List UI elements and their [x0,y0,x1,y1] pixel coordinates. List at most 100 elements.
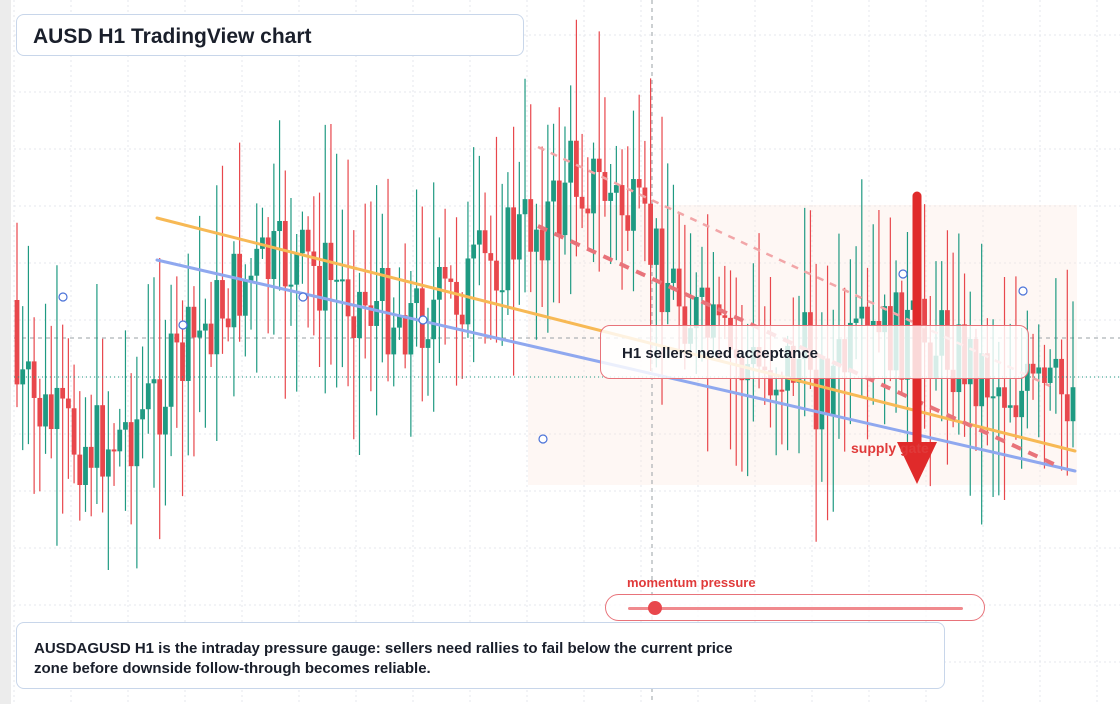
candle-bull [334,279,340,282]
candle-bear [180,342,185,381]
candle-bull [134,419,140,467]
candle-bear [111,449,117,452]
candle-bear [368,305,374,326]
resistance-dashed-light [537,145,1051,388]
candle-bull [631,179,636,231]
candle-bull [613,185,619,193]
candle-bull [979,353,985,407]
pivot-markers [58,269,1028,444]
candle-bear [459,314,465,325]
candle-bull [516,214,522,260]
candle-bear [351,316,357,339]
candle-bull [505,207,511,291]
chart-title: AUSD H1 TradingView chart [33,25,312,48]
candle-bull [1036,367,1042,374]
candle-bear [1042,367,1047,383]
candle-bull [214,280,220,355]
resistance-dashed-strong [537,224,1059,468]
candle-bull [163,406,168,435]
candle-bull [425,339,431,348]
candle-bear [385,267,391,355]
gauge-knob[interactable] [647,601,662,615]
candle-bull [94,405,100,468]
note-text: AUSDAGUSD H1 is the intraday pressure ga… [34,640,733,677]
candle-bear [1030,363,1036,374]
candle-bear [345,279,351,317]
candle-bull [534,229,539,252]
candle-bear [722,315,728,318]
candle-bull [437,266,442,300]
candle-bear [71,408,77,455]
candle-bull [699,287,705,297]
candle-bull [242,280,248,316]
candle-bear [813,369,819,430]
candle-bull [471,244,477,259]
candle-bear [157,379,163,435]
candle-bear [100,405,106,477]
candle-bear [402,315,408,355]
candle-bear [950,369,956,393]
candle-bear [865,306,870,326]
candle-bear [779,389,785,392]
candle-bear [282,220,288,287]
candle-bull [54,387,60,430]
candle-bull [1019,390,1025,418]
candle-bear [511,207,517,260]
candle-bull [545,201,551,261]
candle-bear [596,158,602,173]
note-card: AUSDAGUSD H1 is the intraday pressure ga… [16,622,945,689]
candle-bear [454,281,459,315]
candle-bull [431,299,437,340]
candle-bear [1064,394,1070,422]
candle-bull [294,253,300,285]
candle-bull [408,303,414,355]
candle-bull [168,333,174,407]
candle-bull [26,361,31,370]
candle-bull [105,449,111,477]
candle-bear [317,265,322,311]
candle-bull [300,229,305,254]
candle-bull [339,279,345,282]
pivot-marker [418,315,428,325]
candle-bear [220,280,225,319]
candle-bear [573,140,579,197]
candle-bull [465,258,471,325]
candle-bear [77,454,83,485]
momentum-gauge[interactable] [605,594,985,621]
candle-bear [208,323,214,355]
candle-bull [357,291,362,339]
candle-bear [705,287,711,338]
candle-bull [379,267,385,301]
candle-bull [397,315,402,328]
candle-bear [825,358,830,415]
candle-bull [391,327,397,355]
candle-bear [659,228,665,313]
candle-bull [83,446,88,485]
candle-bull [1024,363,1030,391]
candle-bull [271,231,277,280]
candle-bear [225,318,231,328]
candle-bull [43,394,48,427]
callout-card: H1 sellers need acceptance [600,325,1029,379]
candle-bear [265,237,271,280]
candle-bear [237,253,243,316]
candle-bear [648,203,653,265]
pivot-marker [178,320,188,330]
candle-bear [494,260,499,291]
gauge-title: momentum pressure [627,575,756,590]
candle-bull [202,323,208,331]
candle-bear [31,361,37,398]
candle-bull [288,284,294,287]
candle-bull [374,300,380,326]
candle-bull [990,396,996,399]
title-card: AUSD H1 TradingView chart [16,14,524,56]
supply-gate-label: supply gate [851,440,929,456]
candle-bull [151,379,157,384]
candle-bull [591,158,596,214]
candle-bear [60,387,66,399]
candle-bull [254,248,260,276]
candle-bull [1053,358,1059,368]
candle-bear [128,422,134,467]
candle-bear [528,199,534,252]
